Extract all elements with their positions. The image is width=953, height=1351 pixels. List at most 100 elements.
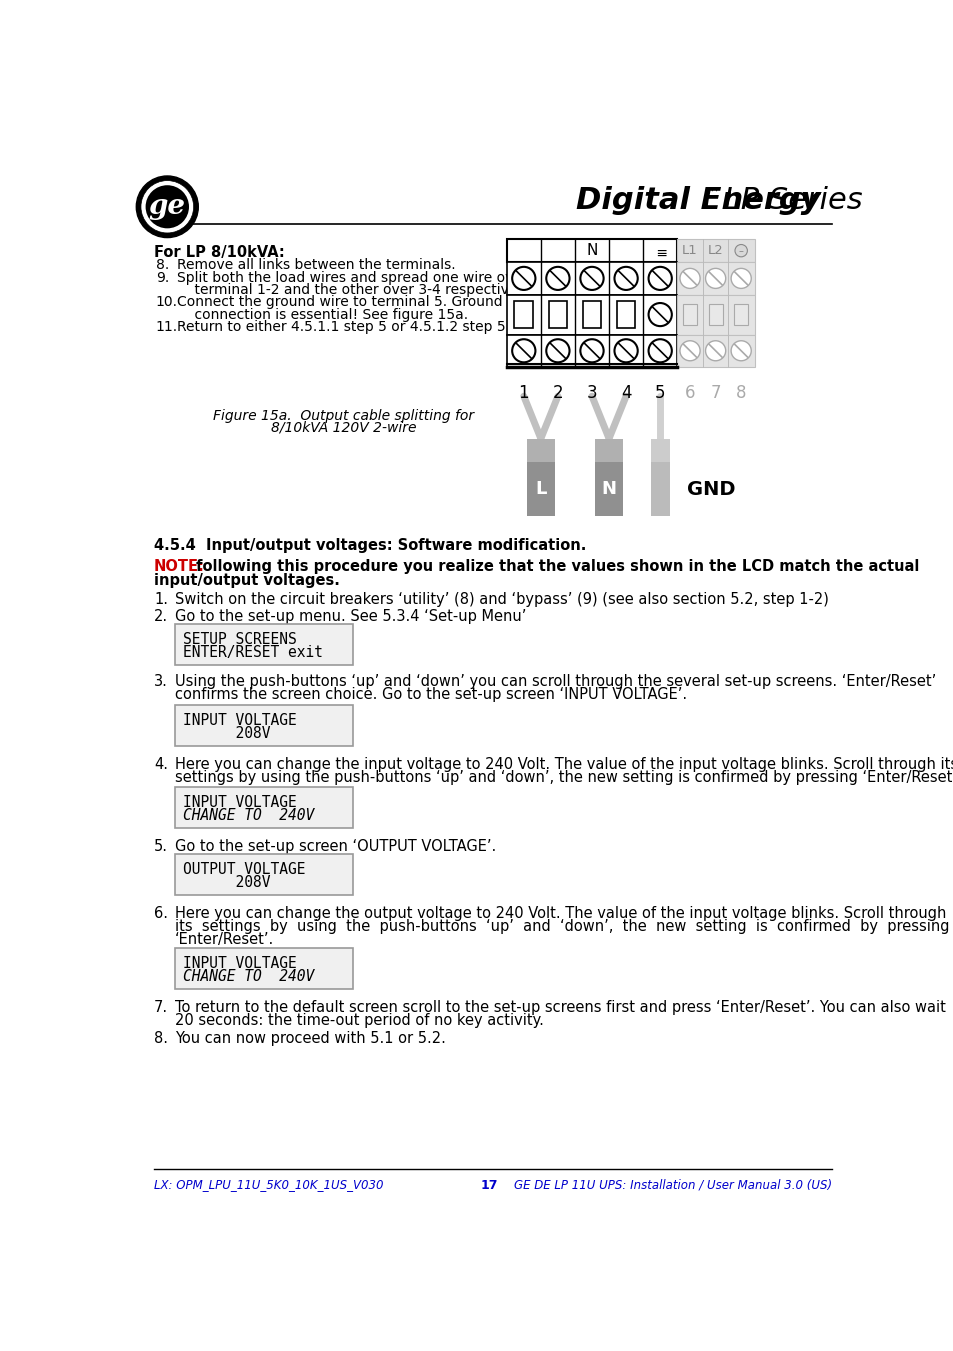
Circle shape (614, 267, 637, 290)
Text: Here you can change the output voltage to 240 Volt. The value of the input volta: Here you can change the output voltage t… (174, 907, 945, 921)
Circle shape (648, 339, 671, 362)
FancyBboxPatch shape (174, 788, 353, 828)
Circle shape (614, 339, 637, 362)
Text: 3: 3 (586, 384, 597, 401)
Text: 6.: 6. (154, 907, 168, 921)
Text: 6: 6 (684, 384, 695, 401)
Text: 208V: 208V (183, 875, 270, 890)
Bar (526, 439, 555, 516)
Circle shape (146, 185, 189, 228)
Bar (526, 462, 555, 516)
Text: INPUT VOLTAGE: INPUT VOLTAGE (183, 957, 296, 971)
Text: Switch on the circuit breakers ‘utility’ (8) and ‘bypass’ (9) (see also section : Switch on the circuit breakers ‘utility’… (174, 592, 828, 607)
Circle shape (546, 339, 569, 362)
Text: INPUT VOLTAGE: INPUT VOLTAGE (183, 794, 296, 811)
Bar (650, 462, 669, 516)
Text: 8.: 8. (155, 258, 169, 273)
Text: Digital Energy: Digital Energy (576, 186, 821, 215)
Circle shape (579, 267, 603, 290)
Text: ENTER/RESET exit: ENTER/RESET exit (183, 644, 322, 659)
Text: Figure 15a.  Output cable splitting for: Figure 15a. Output cable splitting for (213, 408, 474, 423)
Text: Split both the load wires and spread one wire over: Split both the load wires and spread one… (177, 270, 527, 285)
Text: L2: L2 (707, 245, 722, 257)
Text: Connect the ground wire to terminal 5. Ground: Connect the ground wire to terminal 5. G… (177, 296, 502, 309)
Circle shape (734, 245, 746, 257)
Text: N: N (601, 481, 616, 499)
Bar (677, 239, 754, 262)
Text: N: N (586, 243, 598, 258)
Text: 11.: 11. (155, 320, 177, 334)
Bar (677, 335, 754, 367)
Text: 2.: 2. (154, 609, 168, 624)
Text: Go to the set-up menu. See 5.3.4 ‘Set-up Menu’: Go to the set-up menu. See 5.3.4 ‘Set-up… (174, 609, 526, 624)
Text: SETUP SCREENS: SETUP SCREENS (183, 632, 296, 647)
Bar (682, 304, 697, 326)
Circle shape (705, 269, 725, 288)
Text: 4.5.4  Input/output voltages: Software modification.: 4.5.4 Input/output voltages: Software mo… (154, 538, 586, 553)
Text: LP Series: LP Series (713, 186, 862, 215)
Text: 10.: 10. (155, 296, 177, 309)
Text: For LP 8/10kVA:: For LP 8/10kVA: (154, 245, 285, 259)
Text: You can now proceed with 5.1 or 5.2.: You can now proceed with 5.1 or 5.2. (174, 1031, 445, 1046)
Bar (506, 335, 677, 367)
Text: 3.: 3. (154, 674, 168, 689)
Circle shape (730, 269, 750, 288)
Text: 20 seconds: the time-out period of no key activity.: 20 seconds: the time-out period of no ke… (174, 1013, 543, 1028)
Text: 8: 8 (735, 384, 745, 401)
Text: L: L (535, 481, 546, 499)
Text: Using the push-buttons ‘up’ and ‘down’ you can scroll through the several set-up: Using the push-buttons ‘up’ and ‘down’ y… (174, 674, 935, 689)
Text: INPUT VOLTAGE: INPUT VOLTAGE (183, 713, 296, 728)
Text: confirms the screen choice. Go to the set-up screen ‘INPUT VOLTAGE’.: confirms the screen choice. Go to the se… (174, 688, 686, 703)
Text: following this procedure you realize that the values shown in the LCD match the : following this procedure you realize tha… (192, 559, 919, 574)
Bar (506, 239, 677, 262)
Bar (582, 301, 600, 328)
Circle shape (136, 176, 198, 238)
Text: input/output voltages.: input/output voltages. (154, 573, 339, 588)
Text: GND: GND (686, 480, 735, 499)
Text: its  settings  by  using  the  push-buttons  ‘up’  and  ‘down’,  the  new  setti: its settings by using the push-buttons ‘… (174, 919, 948, 934)
Bar (677, 295, 754, 335)
Circle shape (546, 267, 569, 290)
Text: GE DE LP 11U UPS: Installation / User Manual 3.0 (US): GE DE LP 11U UPS: Installation / User Ma… (514, 1178, 831, 1192)
Text: Return to either 4.5.1.1 step 5 or 4.5.1.2 step 5: Return to either 4.5.1.1 step 5 or 4.5.1… (177, 320, 505, 334)
FancyBboxPatch shape (174, 854, 353, 896)
Text: LX: OPM_LPU_11U_5K0_10K_1US_V030: LX: OPM_LPU_11U_5K0_10K_1US_V030 (154, 1178, 383, 1192)
Text: CHANGE TO  240V: CHANGE TO 240V (183, 808, 314, 823)
Text: 4: 4 (620, 384, 631, 401)
Circle shape (648, 303, 671, 326)
Text: 1: 1 (517, 384, 529, 401)
Text: 9.: 9. (155, 270, 169, 285)
Text: 2: 2 (552, 384, 562, 401)
FancyBboxPatch shape (174, 948, 353, 989)
FancyBboxPatch shape (174, 705, 353, 746)
Text: CHANGE TO  240V: CHANGE TO 240V (183, 969, 314, 984)
Text: 4.: 4. (154, 757, 168, 771)
Bar (548, 301, 567, 328)
Bar (677, 262, 754, 295)
Text: NOTE:: NOTE: (154, 559, 205, 574)
Circle shape (705, 340, 725, 361)
Text: To return to the default screen scroll to the set-up screens first and press ‘En: To return to the default screen scroll t… (174, 1000, 945, 1015)
Circle shape (512, 267, 535, 290)
Text: ge: ge (149, 193, 186, 220)
Text: 8/10kVA 120V 2-wire: 8/10kVA 120V 2-wire (271, 422, 416, 435)
Text: –: – (738, 246, 742, 255)
Text: ™: ™ (704, 185, 720, 200)
Text: connection is essential! See figure 15a.: connection is essential! See figure 15a. (177, 308, 468, 322)
Bar (506, 295, 677, 335)
Bar (708, 304, 721, 326)
Text: ‘Enter/Reset’.: ‘Enter/Reset’. (174, 932, 274, 947)
Text: 5: 5 (655, 384, 665, 401)
Text: 208V: 208V (183, 725, 270, 740)
Text: terminal 1-2 and the other over 3-4 respectively.: terminal 1-2 and the other over 3-4 resp… (177, 282, 532, 297)
Text: OUTPUT VOLTAGE: OUTPUT VOLTAGE (183, 862, 305, 877)
Bar (595, 462, 622, 516)
Text: 7.: 7. (154, 1000, 168, 1015)
Text: Remove all links between the terminals.: Remove all links between the terminals. (177, 258, 456, 273)
Text: 17: 17 (479, 1178, 497, 1192)
Text: 1.: 1. (154, 592, 168, 607)
Circle shape (579, 339, 603, 362)
Bar (617, 301, 635, 328)
Bar (506, 262, 677, 295)
Text: Go to the set-up screen ‘OUTPUT VOLTAGE’.: Go to the set-up screen ‘OUTPUT VOLTAGE’… (174, 839, 496, 854)
